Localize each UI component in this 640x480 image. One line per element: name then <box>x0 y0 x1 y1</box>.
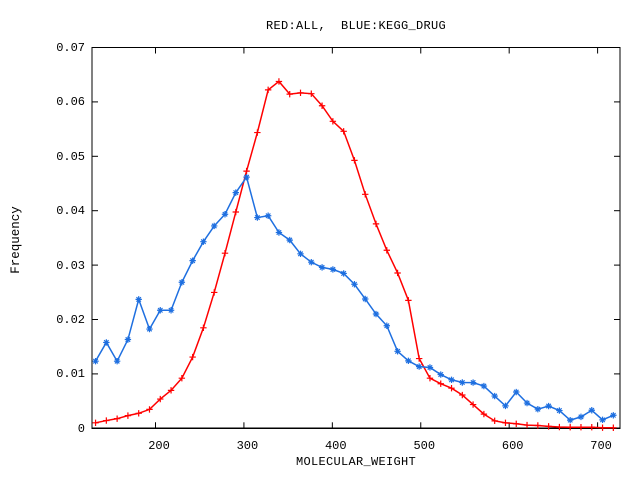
svg-text:Frequency: Frequency <box>9 206 23 274</box>
